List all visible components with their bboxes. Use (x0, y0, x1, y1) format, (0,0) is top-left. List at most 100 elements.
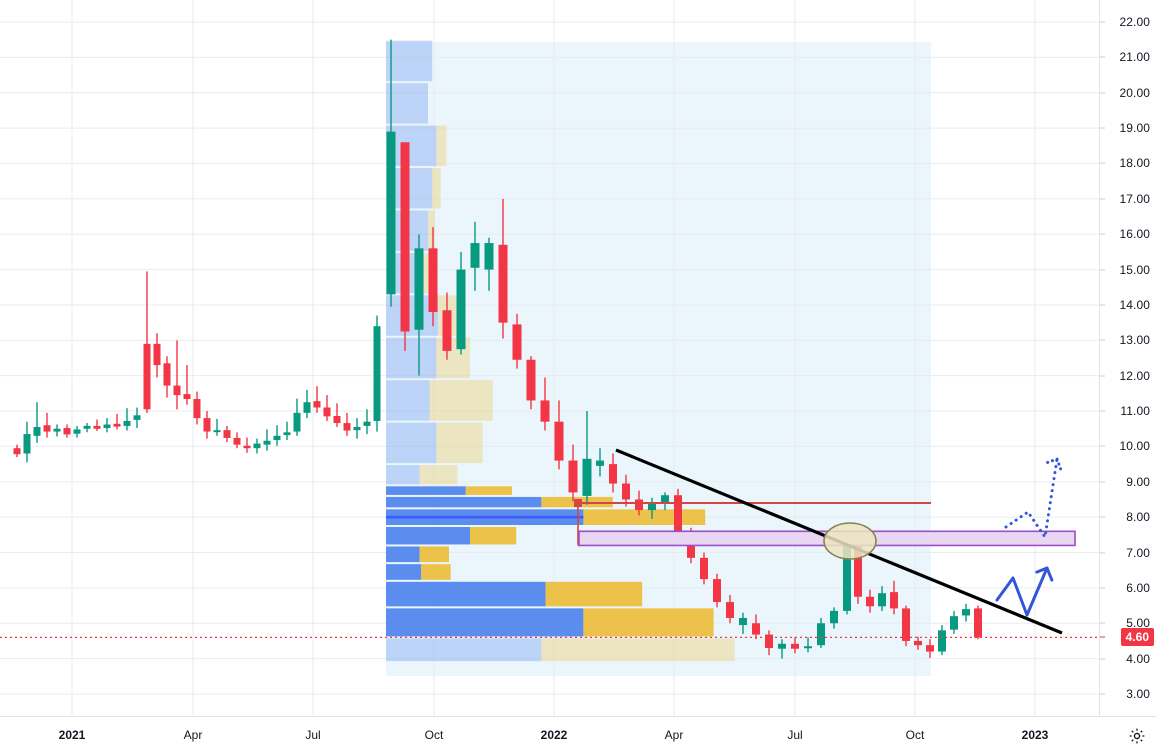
volume-sell-bar (419, 465, 458, 485)
price-tick-label: 11.00 (1120, 404, 1150, 419)
candle-body (540, 400, 550, 422)
price-tick-label: 8.00 (1126, 510, 1150, 525)
selection-region[interactable] (386, 42, 931, 676)
candle-body (713, 579, 721, 603)
candle-body (484, 243, 494, 270)
price-tick-dash (1100, 304, 1105, 306)
volume-buy-bar (386, 40, 433, 82)
candle-body (103, 424, 111, 429)
price-tick-label: 22.00 (1119, 15, 1150, 29)
candle-body (442, 310, 452, 351)
candle-body (609, 464, 617, 484)
price-tick-dash (1100, 410, 1105, 412)
volume-sell-bar (429, 380, 493, 421)
candle-body (113, 423, 121, 427)
candle-body (363, 421, 371, 426)
price-tick-dash (1100, 198, 1105, 200)
volume-sell-bar (583, 608, 714, 637)
price-tick-label: 15.00 (1119, 262, 1150, 277)
time-tick-label: 2021 (58, 728, 86, 742)
volume-sell-bar (583, 509, 706, 525)
candle-body (253, 443, 261, 449)
candle-body (53, 428, 61, 432)
candle-body (512, 324, 522, 360)
time-tick-label: Jul (305, 728, 321, 742)
candle-body (414, 248, 424, 330)
candle-body (63, 428, 71, 435)
price-tick-label: 3.00 (1126, 687, 1150, 701)
volume-buy-bar (386, 380, 430, 421)
candle-body (752, 623, 760, 635)
candle-body (765, 634, 773, 649)
candle-body (526, 359, 536, 401)
candle-body (843, 541, 851, 611)
candle-body (153, 343, 161, 366)
candle-body (293, 412, 301, 432)
candle-body (303, 402, 311, 413)
time-tick-label: Apr (183, 728, 203, 742)
candle-body (333, 416, 341, 424)
price-tick-dash (1100, 445, 1105, 447)
candle-body (400, 142, 410, 332)
volume-buy-bar (386, 581, 546, 607)
candle-body (648, 503, 656, 511)
candle-body (962, 609, 970, 616)
price-tick-label: 7.00 (1126, 545, 1150, 560)
time-axis[interactable]: 2021 Apr Jul Oct 2022 Apr Jul Oct 2023 (0, 716, 1156, 753)
price-tick-label: 6.00 (1126, 580, 1150, 595)
candle-body (950, 616, 958, 630)
candle-body (173, 385, 181, 396)
price-tick-label: 9.00 (1126, 474, 1150, 489)
gear-icon[interactable] (1128, 727, 1146, 745)
candle-body (343, 423, 351, 431)
candle-body (83, 425, 91, 429)
candle-body (582, 458, 592, 496)
price-chart[interactable] (0, 0, 1100, 716)
price-tick-dash (1100, 127, 1105, 129)
price-tick-dash (1100, 233, 1105, 235)
candle-body (938, 630, 946, 652)
candle-body (43, 425, 51, 432)
volume-buy-bar (386, 496, 542, 508)
price-tick-label: 14.00 (1119, 297, 1150, 312)
price-tick-label: 20.00 (1119, 85, 1150, 100)
price-tick-dash (1100, 552, 1105, 554)
volume-buy-bar (386, 337, 437, 379)
volume-sell-bar (436, 125, 447, 167)
candle-body (183, 394, 191, 400)
candle-body (700, 557, 708, 580)
candle-body (33, 426, 41, 436)
forecast-arrow-solid[interactable] (995, 566, 1049, 617)
price-tick-dash (1100, 92, 1105, 94)
candle-body (93, 425, 101, 429)
candle-body (243, 445, 251, 449)
candle-body (273, 435, 281, 441)
volume-sell-bar (432, 168, 441, 209)
volume-buy-bar (386, 564, 422, 580)
candle-body (830, 610, 838, 624)
price-tick-label: 13.00 (1119, 333, 1150, 348)
breakout-ellipse[interactable] (823, 522, 877, 560)
volume-buy-bar (386, 486, 466, 495)
candle-body (866, 596, 874, 607)
candle-body (73, 429, 81, 434)
chart-canvas[interactable] (0, 0, 1100, 716)
resistance-anchor-handle[interactable] (574, 499, 582, 508)
candle-body (914, 640, 922, 646)
price-axis[interactable]: 22.00 21.00 20.00 19.00 18.00 17.00 16.00 15.00… (1099, 0, 1156, 716)
price-tick-dash (1100, 56, 1105, 58)
candle-body (661, 495, 669, 503)
price-tick-dash (1100, 21, 1105, 23)
price-tick-dash (1100, 587, 1105, 589)
volume-buy-bar (386, 527, 470, 545)
candle-body (263, 440, 271, 445)
price-tick-dash (1100, 269, 1105, 271)
candle-body (203, 418, 211, 432)
last-price-tick-dash (1100, 636, 1105, 638)
candlestick-series[interactable] (13, 39, 983, 659)
forecast-arrow-dotted[interactable] (1004, 457, 1059, 539)
price-tick-dash (1100, 162, 1105, 164)
last-price-badge[interactable]: 4.60 (1120, 628, 1154, 647)
price-tick-dash (1100, 375, 1105, 377)
candle-body (854, 536, 862, 597)
